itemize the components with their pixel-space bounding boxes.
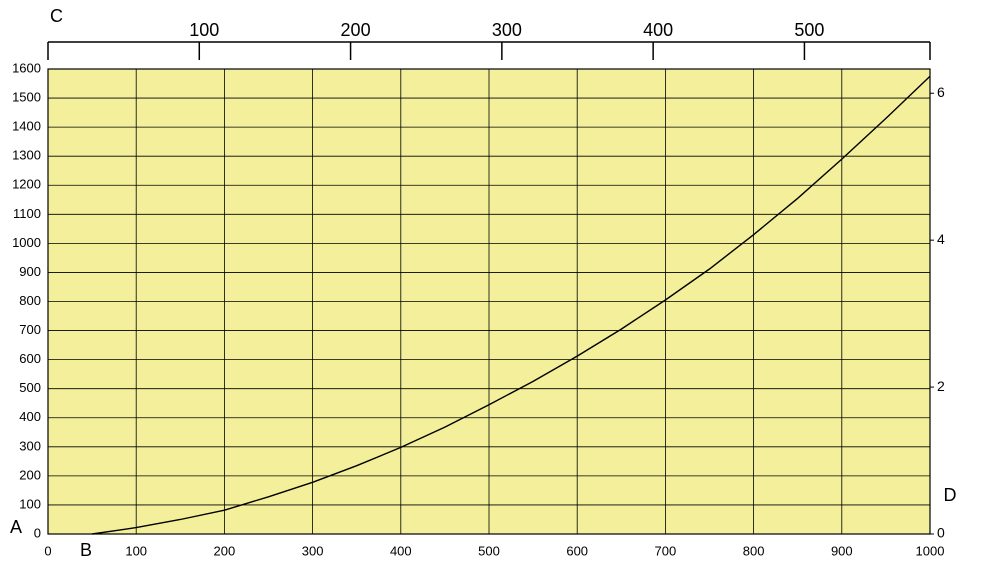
y-axis-label: A — [10, 517, 22, 537]
x-axis-label: B — [80, 540, 92, 560]
y-tick-label: 400 — [19, 409, 41, 424]
y2-axis-label: D — [944, 485, 957, 505]
y-tick-label: 1000 — [12, 235, 41, 250]
y-tick-label: 1100 — [13, 206, 41, 221]
y2-tick-label: 4 — [937, 231, 945, 247]
y-tick-label: 1500 — [12, 90, 41, 105]
y-tick-label: 600 — [19, 351, 41, 366]
x-tick-label: 200 — [214, 543, 236, 558]
x-tick-label: 1000 — [916, 543, 945, 558]
y-tick-label: 900 — [19, 264, 41, 279]
y-tick-label: 500 — [19, 380, 41, 395]
y-tick-label: 1200 — [12, 177, 41, 192]
x-tick-label: 0 — [44, 543, 51, 558]
x-tick-label: 900 — [831, 543, 853, 558]
y-tick-label: 300 — [19, 438, 41, 453]
y-tick-label: 800 — [19, 293, 41, 308]
x2-tick-label: 300 — [492, 20, 522, 40]
y-tick-label: 100 — [19, 496, 41, 511]
x-tick-label: 100 — [125, 543, 147, 558]
x2-tick-label: 400 — [643, 20, 673, 40]
line-series — [91, 75, 931, 535]
y-tick-label: 1400 — [12, 119, 41, 134]
y2-tick-label: 2 — [937, 378, 945, 394]
y-tick-label: 1600 — [12, 60, 41, 75]
y-tick-label: 200 — [19, 467, 41, 482]
x2-tick-label: 100 — [189, 20, 219, 40]
x2-tick-label: 500 — [794, 20, 824, 40]
x-tick-label: 300 — [302, 543, 324, 558]
x2-axis-label: C — [50, 6, 63, 26]
y2-tick-label: 0 — [937, 525, 945, 541]
y2-tick-label: 6 — [937, 84, 945, 100]
y-tick-label: 0 — [34, 525, 41, 540]
x-tick-label: 400 — [390, 543, 412, 558]
plot-border — [47, 68, 931, 535]
y-tick-label: 700 — [19, 322, 41, 337]
x-tick-label: 800 — [743, 543, 765, 558]
y-tick-label: 1300 — [12, 148, 41, 163]
x2-tick-label: 200 — [341, 20, 371, 40]
x-tick-label: 600 — [566, 543, 588, 558]
x-tick-label: 700 — [655, 543, 677, 558]
x-tick-label: 500 — [478, 543, 500, 558]
